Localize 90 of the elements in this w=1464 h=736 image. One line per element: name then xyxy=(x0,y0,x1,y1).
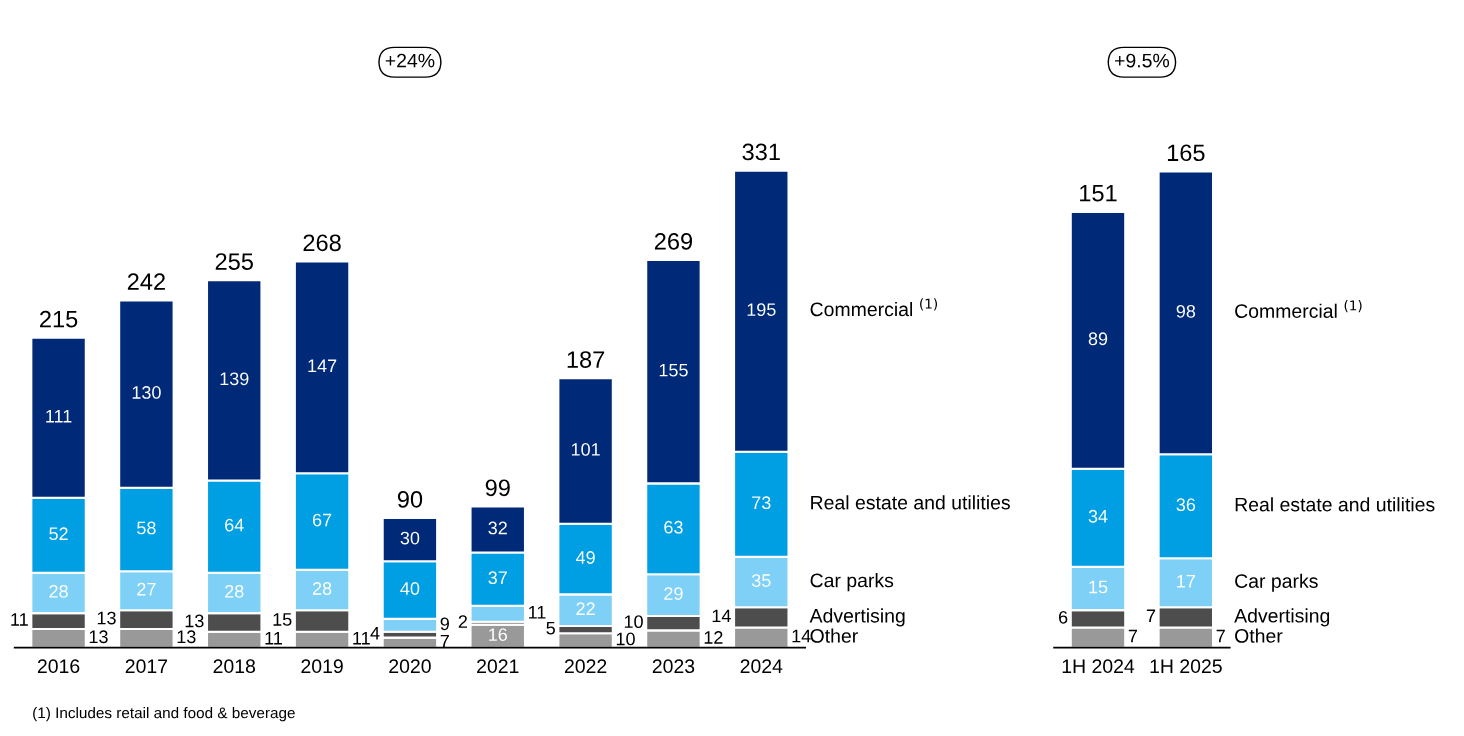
data-label: 14 xyxy=(792,629,811,643)
series-label: Commercial $^{(1)}$ xyxy=(810,298,938,317)
data-label: 30 xyxy=(400,531,420,545)
data-label: 147 xyxy=(308,359,337,373)
total-label: 151 xyxy=(1080,185,1117,202)
total-label: 331 xyxy=(742,143,780,161)
data-label: 195 xyxy=(747,303,776,316)
data-label: 63 xyxy=(664,520,683,534)
total-label: 269 xyxy=(654,232,693,250)
series-label: Real estate and utilities xyxy=(811,495,1010,510)
total-label: 165 xyxy=(1167,144,1205,162)
data-label: 111 xyxy=(46,410,72,423)
data-label: 89 xyxy=(1088,332,1108,346)
data-label: 7 xyxy=(440,634,449,648)
total-label: 90 xyxy=(397,490,423,508)
data-label: 34 xyxy=(1088,509,1108,523)
data-label: 58 xyxy=(137,521,156,535)
data-label: 130 xyxy=(132,386,161,399)
total-label: 255 xyxy=(215,253,253,270)
data-label: 7 xyxy=(1128,629,1137,643)
text: (1) Includes retail and food & beverage xyxy=(33,707,295,722)
x-tick-label: 2016 xyxy=(37,659,80,674)
data-label: 11 xyxy=(11,613,28,626)
data-label: 7 xyxy=(1146,609,1156,623)
data-label: 37 xyxy=(488,571,507,585)
data-label: 7 xyxy=(1216,629,1225,643)
data-label: 16 xyxy=(489,628,508,641)
x-tick-label: 2024 xyxy=(740,659,783,674)
data-label: 10 xyxy=(616,632,635,646)
data-label: 64 xyxy=(225,518,244,532)
x-tick-label: 1H 2024 xyxy=(1062,659,1135,674)
text: +24% xyxy=(385,53,435,68)
data-label: 13 xyxy=(97,611,116,625)
data-label: 6 xyxy=(1059,610,1068,624)
data-label: 15 xyxy=(273,613,292,626)
data-label: 32 xyxy=(488,521,507,535)
x-tick-label: 2022 xyxy=(564,659,607,674)
data-label: 29 xyxy=(664,587,683,600)
x-tick-label: 2021 xyxy=(477,659,519,674)
series-label: Advertising xyxy=(809,608,905,627)
total-label: 187 xyxy=(567,351,605,368)
data-label: 4 xyxy=(370,626,380,640)
data-label: 2 xyxy=(458,615,467,628)
data-label: 11 xyxy=(265,632,282,645)
data-label: 101 xyxy=(571,443,600,456)
data-label: 13 xyxy=(177,630,196,644)
data-label: 40 xyxy=(400,582,420,595)
series-label: Car parks xyxy=(810,573,894,592)
data-label: 5 xyxy=(546,621,555,635)
data-label: 10 xyxy=(624,615,643,629)
series-label: Other xyxy=(810,628,858,643)
total-label: 268 xyxy=(303,234,341,252)
total-label: 99 xyxy=(485,479,510,497)
data-label: 49 xyxy=(575,551,595,564)
data-label: 139 xyxy=(220,372,249,386)
x-tick-label: 1H 2025 xyxy=(1150,659,1222,674)
data-label: 13 xyxy=(185,614,204,628)
x-tick-label: 2020 xyxy=(389,659,431,674)
data-label: 67 xyxy=(312,513,332,527)
series-label: Advertising xyxy=(1234,608,1330,627)
data-label: 11 xyxy=(529,606,546,619)
data-label: 9 xyxy=(440,617,449,631)
data-label: 36 xyxy=(1176,498,1196,512)
total-label: 242 xyxy=(127,273,165,290)
data-label: 17 xyxy=(1177,574,1195,588)
data-label: 27 xyxy=(137,582,156,596)
data-label: 28 xyxy=(49,584,68,598)
data-label: 13 xyxy=(89,630,108,644)
data-label: 52 xyxy=(49,527,68,541)
data-label: 12 xyxy=(704,631,723,644)
x-tick-label: 2017 xyxy=(125,659,168,674)
x-tick-label: 2019 xyxy=(301,659,343,674)
text: +9.5% xyxy=(1115,53,1170,68)
data-label: 35 xyxy=(751,574,771,587)
data-label: 155 xyxy=(659,363,688,377)
x-tick-label: 2023 xyxy=(652,659,695,674)
series-label: Car parks xyxy=(1235,573,1318,592)
series-label: Real estate and utilities xyxy=(1235,497,1435,512)
x-tick-label: 2018 xyxy=(213,659,256,674)
series-label: Other xyxy=(1235,628,1283,643)
series-label: Commercial $^{(1)}$ xyxy=(1235,300,1362,318)
data-label: 15 xyxy=(1089,580,1108,594)
data-label: 11 xyxy=(353,632,370,645)
data-label: 98 xyxy=(1176,304,1196,318)
data-label: 28 xyxy=(312,582,332,595)
data-label: 14 xyxy=(712,609,731,623)
data-label: 22 xyxy=(576,602,595,615)
data-label: 28 xyxy=(225,584,244,598)
total-label: 215 xyxy=(40,310,78,328)
data-label: 73 xyxy=(752,496,771,510)
